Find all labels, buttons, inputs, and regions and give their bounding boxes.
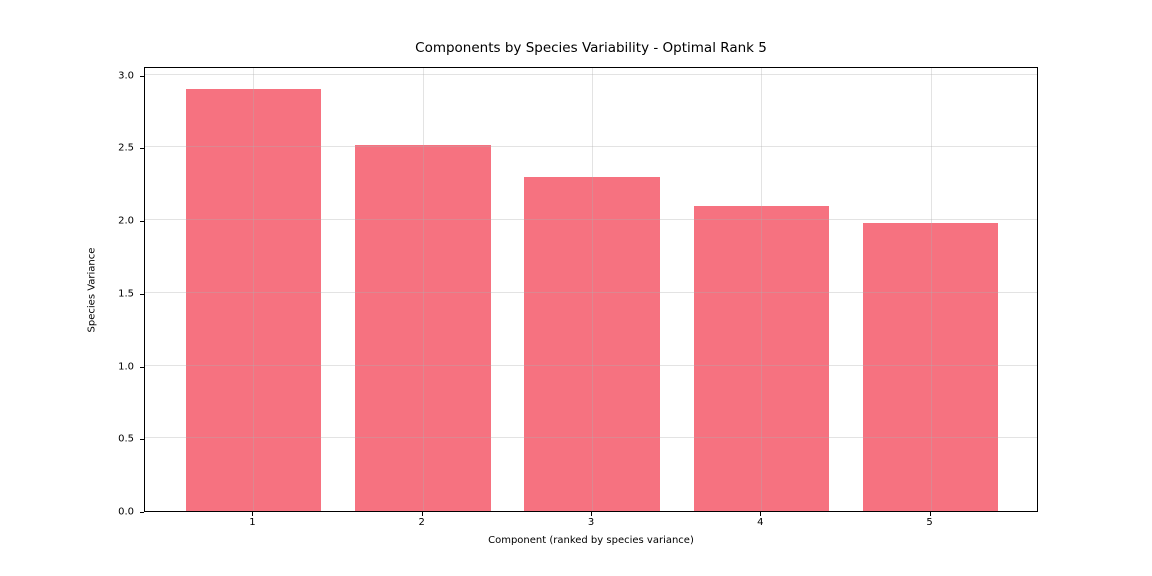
y-tick-mark-1.5 (140, 293, 144, 295)
x-tick-label-4: 4 (757, 517, 764, 528)
v-gridline-5 (930, 68, 932, 511)
y-tick-label-0.0: 0.0 (118, 506, 134, 518)
y-tick-mark-0.0 (140, 512, 144, 513)
y-tick-mark-3.0 (140, 75, 144, 77)
h-gridline-2.5 (145, 146, 1037, 148)
bar-component-3 (524, 176, 660, 511)
y-tick-label-3.0: 3.0 (118, 70, 134, 82)
x-tick-mark-1 (252, 512, 254, 516)
bar-component-1 (185, 89, 322, 511)
h-gridline-0.5 (145, 437, 1037, 439)
y-tick-label-1.5: 1.5 (118, 288, 134, 300)
y-tick-mark-1.0 (140, 366, 144, 368)
x-tick-label-1: 1 (249, 517, 256, 528)
h-gridline-3.0 (145, 73, 1037, 75)
h-gridline-1.5 (145, 291, 1037, 293)
y-tick-mark-2.5 (140, 148, 144, 150)
x-tick-mark-5 (929, 512, 931, 516)
x-tick-label-3: 3 (587, 517, 595, 528)
bar-component-4 (693, 205, 830, 511)
bar-component-5 (862, 223, 999, 511)
y-tick-label-1.0: 1.0 (118, 361, 134, 373)
chart-title: Components by Species Variability - Opti… (415, 40, 767, 56)
v-gridline-2 (422, 68, 424, 511)
y-tick-mark-0.5 (140, 439, 144, 441)
bar-component-2 (355, 144, 491, 511)
h-gridline-2.0 (145, 219, 1037, 221)
v-gridline-3 (592, 68, 593, 511)
plot-area (144, 67, 1038, 512)
x-tick-label-2: 2 (418, 517, 425, 528)
v-gridline-1 (253, 68, 255, 511)
y-tick-mark-2.0 (140, 221, 144, 223)
h-gridline-1.0 (145, 364, 1037, 366)
y-tick-label-0.5: 0.5 (118, 433, 134, 445)
x-tick-label-5: 5 (926, 517, 933, 528)
y-axis-label: Species Variance (86, 247, 98, 333)
v-gridline-4 (761, 68, 763, 511)
x-tick-mark-3 (591, 512, 592, 516)
y-tick-label-2.5: 2.5 (118, 142, 134, 154)
x-tick-mark-2 (421, 512, 423, 516)
x-tick-mark-4 (760, 512, 762, 516)
y-tick-label-2.0: 2.0 (118, 215, 134, 227)
x-axis-label: Component (ranked by species variance) (488, 535, 694, 546)
